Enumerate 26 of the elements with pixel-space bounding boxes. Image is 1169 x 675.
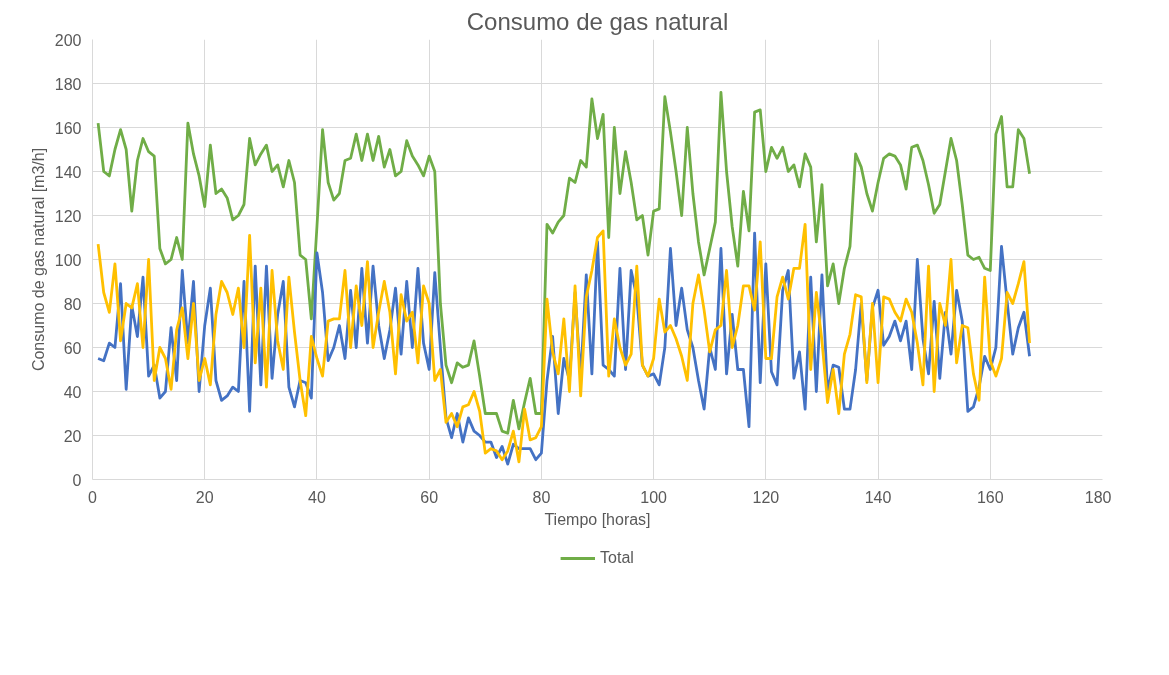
y-tick-label: 60 — [63, 339, 82, 357]
chart-title: Consumo de gas natural — [466, 7, 729, 35]
x-tick-label: 100 — [640, 488, 668, 506]
x-tick-label: 140 — [864, 488, 892, 506]
legend-label: Total — [600, 548, 634, 567]
line-series — [96, 90, 1031, 435]
x-tick-label: 80 — [532, 488, 551, 506]
x-tick-label: 180 — [1084, 488, 1112, 506]
x-tick-label: 20 — [195, 488, 214, 506]
y-tick-label: 160 — [54, 119, 82, 137]
y-tick-label: 40 — [63, 383, 82, 401]
x-tick-label: 0 — [88, 488, 98, 506]
y-tick-label: 200 — [54, 31, 82, 49]
y-tick-label: 180 — [54, 75, 82, 93]
y-tick-label: 100 — [54, 251, 82, 269]
x-tick-label: 40 — [308, 488, 326, 506]
x-tick-label: 120 — [752, 488, 780, 506]
y-tick-label: 120 — [54, 207, 82, 225]
y-tick-label: 140 — [54, 163, 82, 181]
y-tick-label: 0 — [72, 471, 82, 489]
x-axis-title: Tiempo [horas] — [544, 510, 651, 528]
y-tick-label: 20 — [63, 427, 82, 445]
x-tick-label: 160 — [976, 488, 1004, 506]
y-tick-label: 80 — [63, 295, 82, 313]
y-axis-title: Consumo de gas natural [m3/h] — [29, 147, 47, 372]
x-tick-label: 60 — [420, 488, 439, 506]
